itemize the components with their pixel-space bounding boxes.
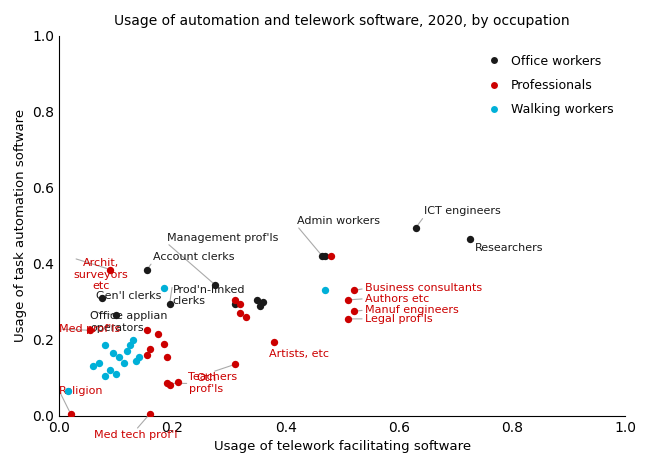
Point <box>142 351 152 359</box>
Title: Usage of automation and telework software, 2020, by occupation: Usage of automation and telework softwar… <box>114 14 570 28</box>
Text: Management prof'ls: Management prof'ls <box>167 233 278 243</box>
Point <box>111 370 121 378</box>
Text: Teachers: Teachers <box>187 372 237 382</box>
Point <box>210 281 220 289</box>
Point <box>229 361 240 368</box>
Point <box>173 378 183 385</box>
Point <box>320 253 330 260</box>
Text: Manuf engineers: Manuf engineers <box>365 305 459 315</box>
Point <box>240 313 251 321</box>
Point <box>145 410 155 417</box>
Text: Business consultants: Business consultants <box>365 283 482 293</box>
Point <box>145 346 155 353</box>
Point <box>320 287 330 294</box>
Point <box>119 359 129 366</box>
Y-axis label: Usage of task automation software: Usage of task automation software <box>14 109 27 342</box>
Point <box>164 300 175 307</box>
Point <box>235 310 246 317</box>
Point <box>99 342 110 349</box>
Text: Gen'l clerks: Gen'l clerks <box>96 291 161 301</box>
X-axis label: Usage of telework facilitating software: Usage of telework facilitating software <box>214 440 471 453</box>
Point <box>258 298 268 305</box>
Point <box>122 347 133 355</box>
Point <box>326 253 336 260</box>
Point <box>114 353 124 361</box>
Text: Authors etc: Authors etc <box>365 294 429 304</box>
Point <box>85 326 96 334</box>
Point <box>229 300 240 307</box>
Point <box>235 300 246 307</box>
Point <box>133 353 144 361</box>
Point <box>131 357 141 364</box>
Text: Office applian
operators: Office applian operators <box>90 311 168 333</box>
Point <box>317 253 328 260</box>
Text: Account clerks: Account clerks <box>153 252 234 262</box>
Point <box>252 296 263 304</box>
Point <box>162 380 172 387</box>
Point <box>111 311 121 319</box>
Point <box>108 349 118 357</box>
Point <box>99 372 110 380</box>
Point <box>343 296 353 304</box>
Point <box>164 382 175 389</box>
Legend: Office workers, Professionals, Walking workers: Office workers, Professionals, Walking w… <box>476 50 619 121</box>
Text: Religion: Religion <box>59 386 104 396</box>
Point <box>348 287 359 294</box>
Point <box>269 338 280 346</box>
Text: Archit,
surveyors
etc: Archit, surveyors etc <box>73 258 128 291</box>
Point <box>105 367 116 374</box>
Text: Researchers: Researchers <box>475 243 543 253</box>
Text: Artists, etc: Artists, etc <box>268 349 329 359</box>
Text: Prod'n-linked
clerks: Prod'n-linked clerks <box>172 285 245 306</box>
Point <box>94 359 104 366</box>
Point <box>159 340 169 347</box>
Point <box>66 410 76 417</box>
Point <box>229 296 240 304</box>
Point <box>159 285 169 292</box>
Text: Legal prof'ls: Legal prof'ls <box>365 314 432 324</box>
Point <box>142 326 152 334</box>
Point <box>97 294 107 302</box>
Point <box>153 330 164 338</box>
Point <box>343 315 353 323</box>
Point <box>105 266 116 273</box>
Text: Med tech prof'l: Med tech prof'l <box>94 430 177 440</box>
Text: Med prof'ls: Med prof'ls <box>59 324 120 334</box>
Point <box>127 336 138 344</box>
Point <box>88 362 98 370</box>
Text: Oth
prof'ls: Oth prof'ls <box>189 373 224 394</box>
Point <box>142 266 152 273</box>
Point <box>464 235 474 243</box>
Text: Admin workers: Admin workers <box>297 216 380 226</box>
Point <box>162 353 172 361</box>
Point <box>348 308 359 315</box>
Point <box>62 387 73 395</box>
Point <box>255 302 265 309</box>
Text: ICT engineers: ICT engineers <box>424 206 501 216</box>
Point <box>125 342 135 349</box>
Point <box>411 224 421 232</box>
